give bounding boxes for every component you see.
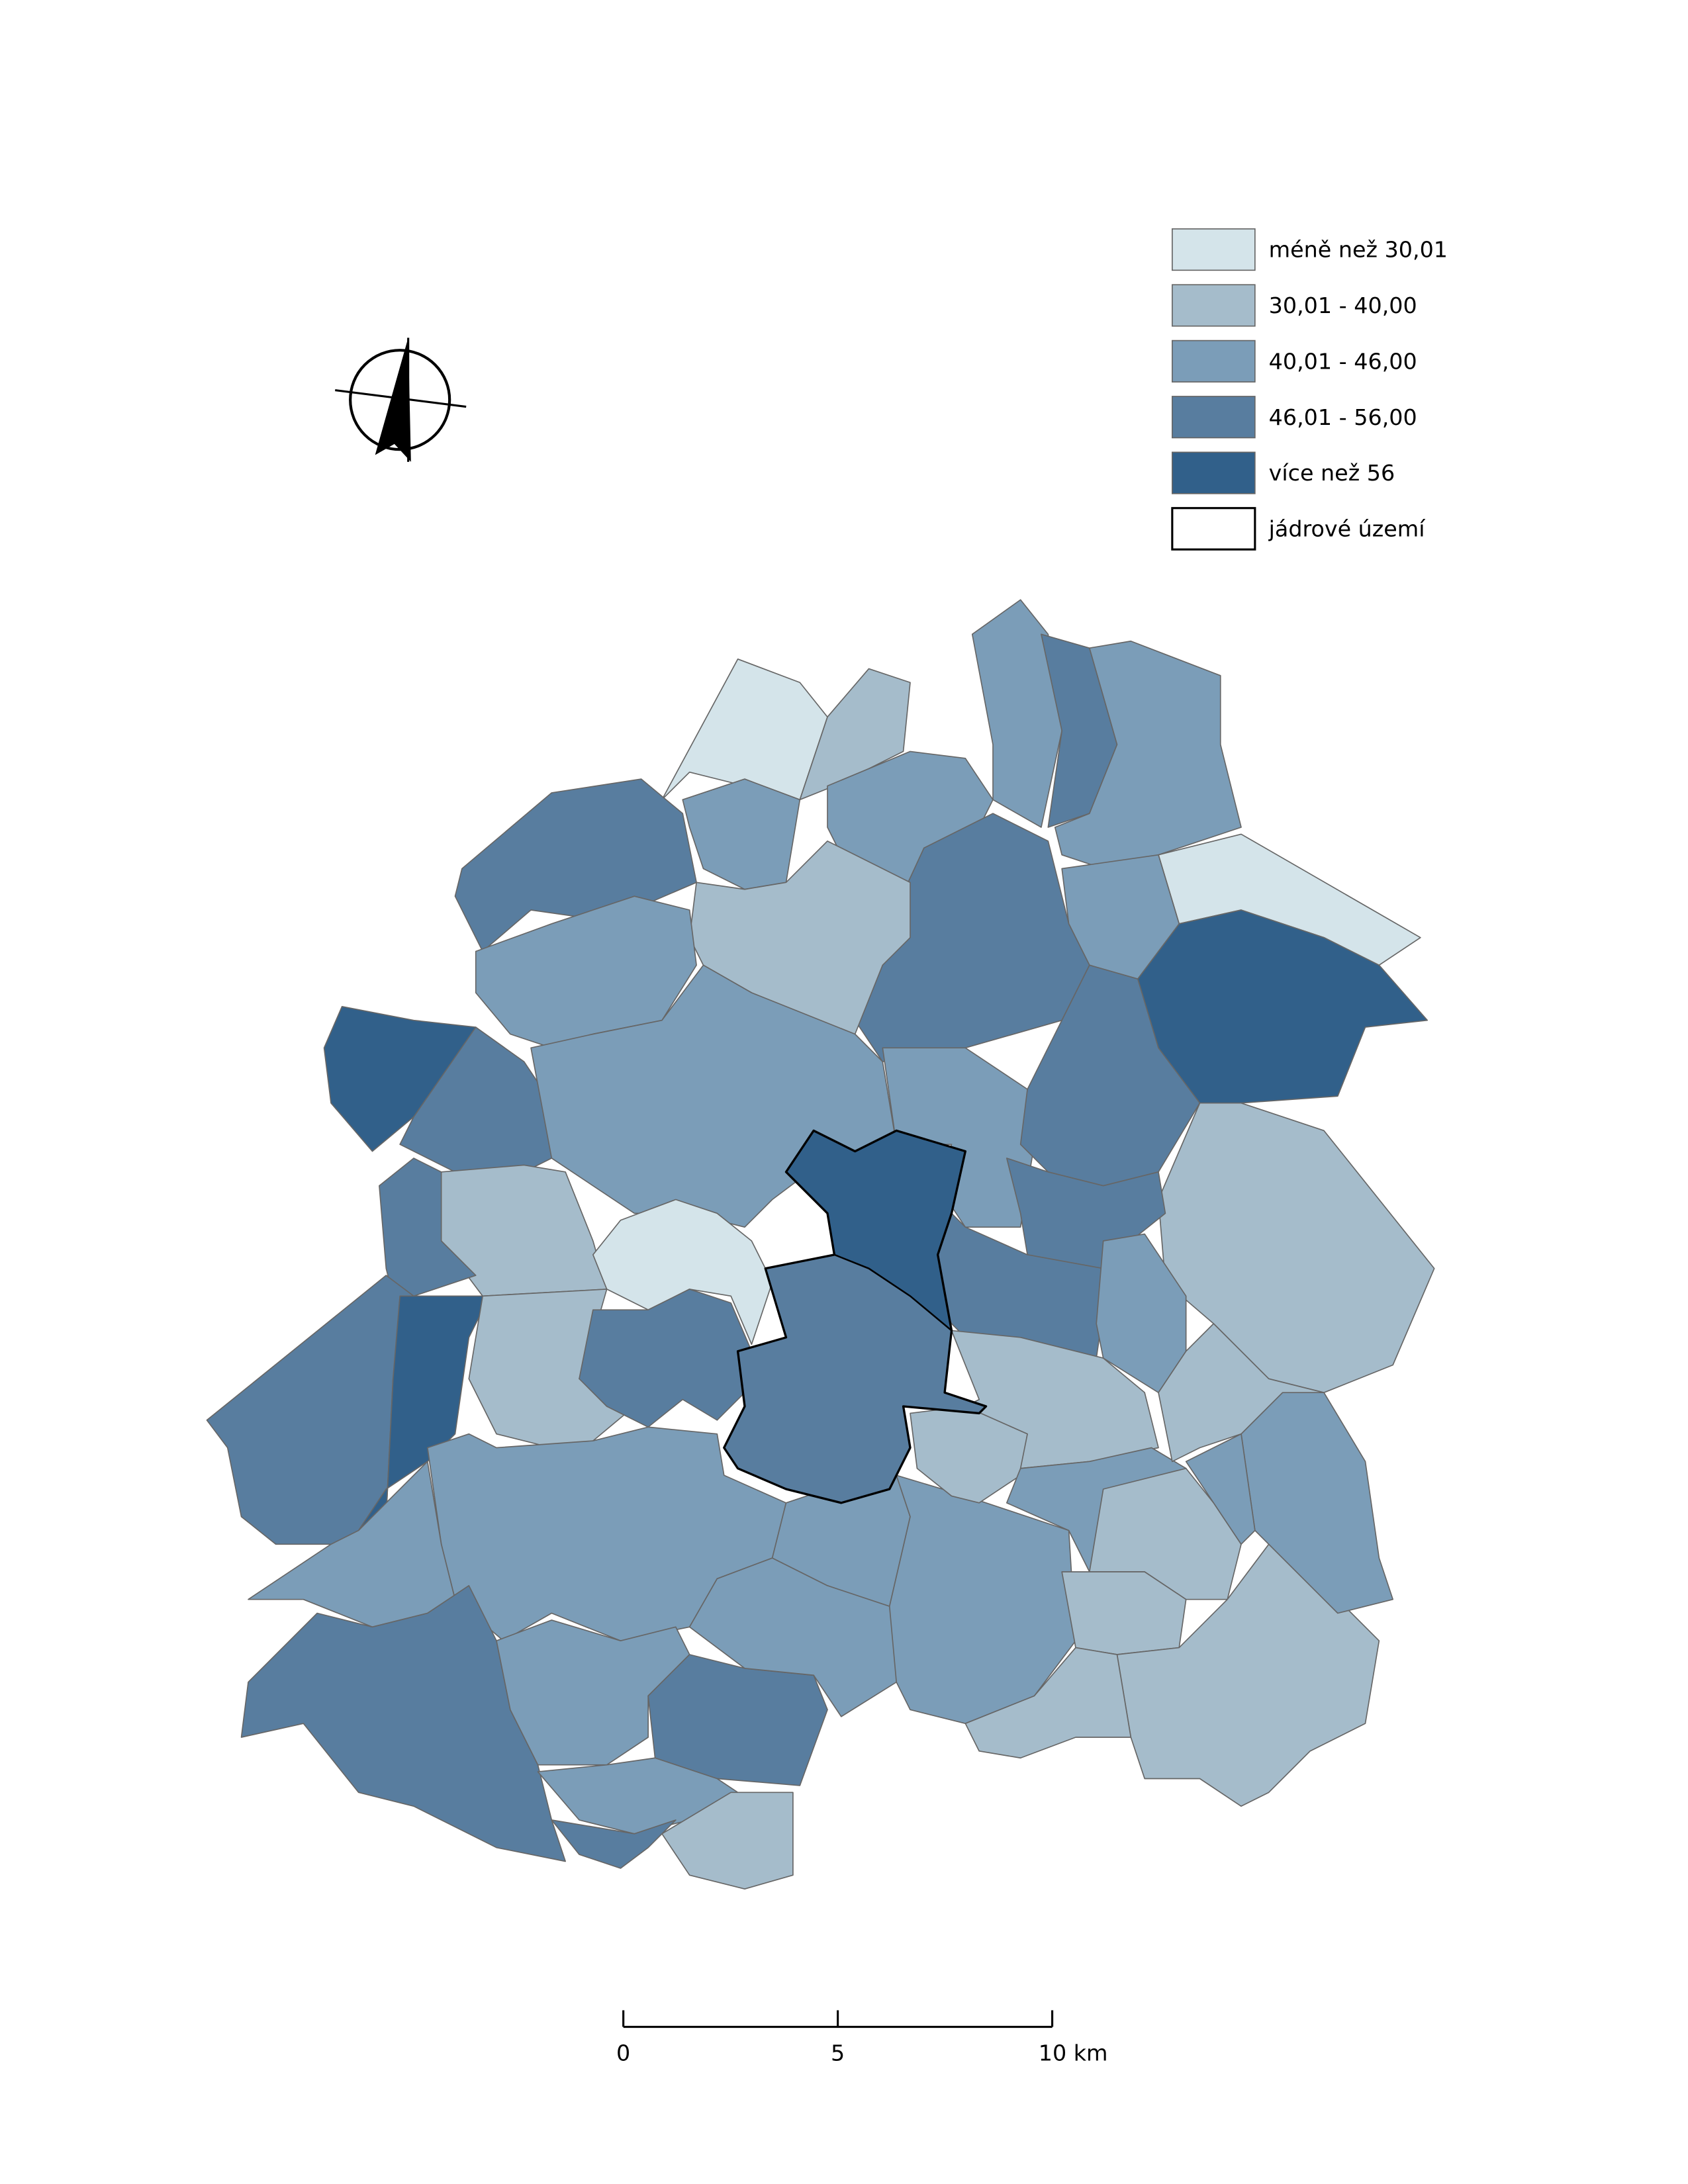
core-area-outline <box>723 1129 988 1504</box>
municipality <box>240 1585 567 1862</box>
legend-swatch <box>1172 228 1256 271</box>
legend-swatch <box>1172 451 1256 494</box>
legend: méně než 30,01 30,01 - 40,00 40,01 - 46,00… <box>1171 228 1448 551</box>
legend-swatch <box>1172 284 1256 327</box>
municipality <box>592 1199 773 1345</box>
legend-label: 40,01 - 46,00 <box>1269 348 1417 374</box>
legend-swatch <box>1172 340 1256 383</box>
legend-label: jádrové území <box>1268 516 1427 542</box>
legend-label: méně než 30,01 <box>1269 237 1448 263</box>
municipality <box>964 1647 1132 1759</box>
scale-bar: 0 5 10 km <box>616 2010 1108 2066</box>
north-arrow <box>335 338 467 462</box>
municipality <box>1185 1433 1256 1545</box>
municipality <box>1158 1323 1325 1463</box>
municipality <box>551 1819 677 1869</box>
municipality <box>971 599 1062 828</box>
municipality <box>1116 1543 1380 1807</box>
legend-swatch <box>1172 396 1256 439</box>
north-arrow-needle <box>375 338 411 462</box>
municipality <box>248 1461 456 1628</box>
regions <box>206 599 1435 1890</box>
legend-swatch <box>1171 507 1256 551</box>
legend-label: 46,01 - 56,00 <box>1269 404 1417 430</box>
legend-label: více než 56 <box>1269 460 1395 486</box>
municipality <box>682 778 801 890</box>
municipality <box>661 1792 794 1890</box>
scale-tick-label: 5 <box>831 2040 845 2066</box>
legend-label: 30,01 - 40,00 <box>1269 293 1417 318</box>
scale-tick-label: 0 <box>616 2040 630 2066</box>
core-area-inner-border <box>765 1253 953 1332</box>
scale-tick-label: 10 km <box>1039 2040 1108 2066</box>
municipality <box>579 1289 753 1428</box>
